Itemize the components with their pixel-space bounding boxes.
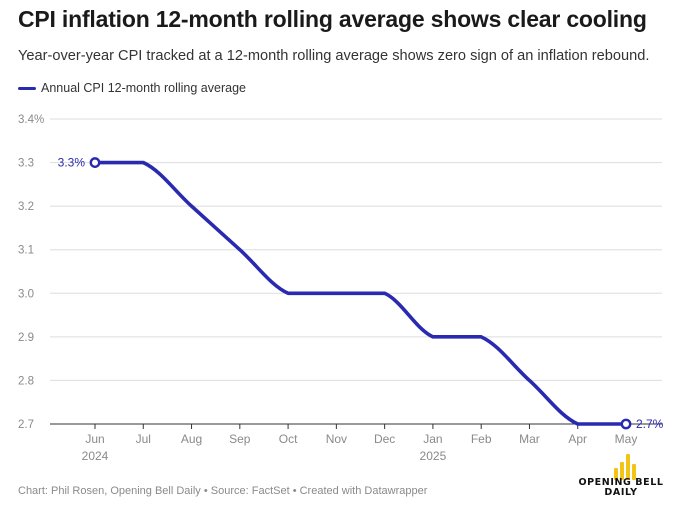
- series-layer: [93, 160, 628, 426]
- data-point: [620, 418, 632, 430]
- y-tick-label: 2.7: [18, 419, 34, 431]
- data-point: [89, 157, 101, 168]
- data-label: 3.3%: [58, 156, 86, 170]
- y-tick-label: 3.3: [18, 158, 34, 170]
- y-tick-label: 3.0: [18, 288, 34, 300]
- x-year-label: 2025: [420, 449, 447, 463]
- line-chart: 2.7 2.8 2.9 3.0 3.1 3.2 3.3 3.4% Jun 2024 Jul Aug S…: [18, 114, 664, 463]
- y-tick-label: 2.9: [18, 332, 34, 344]
- logo-line-2: DAILY: [604, 487, 638, 498]
- x-tick-label: Jun: [85, 432, 104, 446]
- y-axis: 2.7 2.8 2.9 3.0 3.1 3.2 3.3 3.4%: [18, 114, 44, 431]
- series-line: [93, 160, 628, 426]
- chart-subtitle: Year-over-year CPI tracked at a 12-month…: [18, 48, 650, 64]
- x-tick-label: Feb: [471, 432, 492, 446]
- logo-line-1: OPENING BELL: [578, 477, 664, 488]
- x-tick-label: Apr: [568, 432, 587, 446]
- x-tick-label: Aug: [181, 432, 202, 446]
- chart-credit: Chart: Phil Rosen, Opening Bell Daily • …: [18, 485, 428, 497]
- x-tick-label: Jul: [136, 432, 151, 446]
- points-layer: [89, 157, 632, 430]
- legend: Annual CPI 12-month rolling average: [18, 81, 246, 95]
- x-tick-label: Nov: [326, 432, 347, 446]
- x-tick-label: May: [615, 432, 638, 446]
- y-tick-label: 2.8: [18, 375, 34, 387]
- x-tick-label: Dec: [374, 432, 395, 446]
- x-tick-label: Oct: [279, 432, 298, 446]
- y-tick-label: 3.4%: [18, 114, 44, 126]
- x-tick-label: Jan: [423, 432, 442, 446]
- data-label: 2.7%: [636, 417, 664, 431]
- annotations-layer: 3.3% 2.7%: [58, 156, 664, 431]
- grid-layer: [50, 118, 662, 425]
- x-tick-label: Mar: [519, 432, 540, 446]
- x-axis: Jun 2024 Jul Aug Sep Oct Nov Dec Jan 2025 Feb Mar Ap…: [82, 424, 638, 463]
- legend-swatch: [18, 86, 36, 90]
- logo-text: OPENING BELL DAILY: [578, 478, 664, 498]
- legend-label: Annual CPI 12-month rolling average: [41, 81, 246, 95]
- opening-bell-daily-logo: OPENING BELL DAILY: [578, 448, 664, 500]
- chart-title: CPI inflation 12-month rolling average s…: [18, 6, 647, 32]
- y-tick-label: 3.1: [18, 245, 34, 257]
- bar-chart-icon: [614, 454, 638, 480]
- y-tick-label: 3.2: [18, 201, 34, 213]
- x-tick-label: Sep: [229, 432, 251, 446]
- x-year-label: 2024: [82, 449, 109, 463]
